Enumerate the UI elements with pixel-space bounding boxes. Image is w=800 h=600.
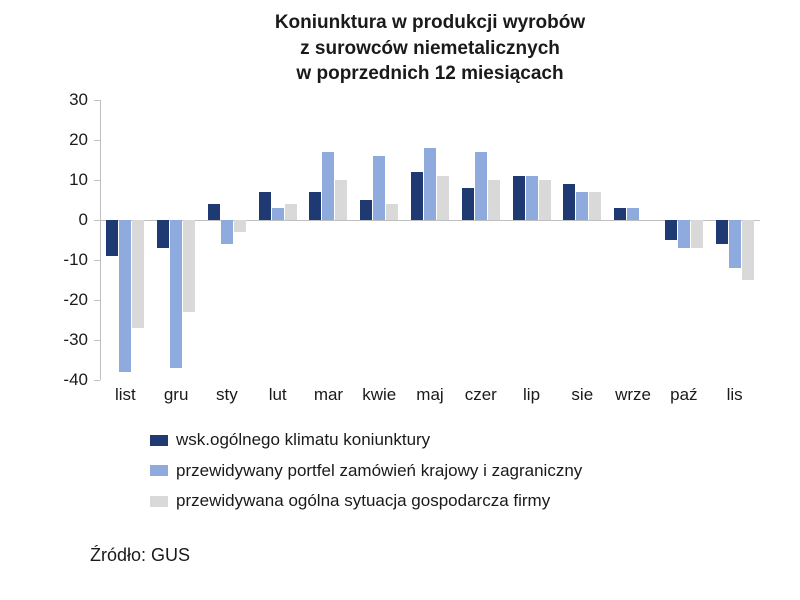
bar — [437, 176, 449, 220]
x-axis-label: list — [115, 385, 136, 405]
legend-item: przewidywany portfel zamówień krajowy i … — [150, 456, 582, 487]
x-axis-label: wrze — [615, 385, 651, 405]
x-axis-label: sty — [216, 385, 238, 405]
y-axis-label: -40 — [28, 370, 88, 390]
bar — [234, 220, 246, 232]
bar — [691, 220, 703, 248]
chart-title: Koniunktura w produkcji wyrobów z surowc… — [30, 10, 770, 87]
legend-swatch — [150, 435, 168, 446]
bar — [309, 192, 321, 220]
bar — [170, 220, 182, 368]
bar — [285, 204, 297, 220]
x-axis-label: lut — [269, 385, 287, 405]
y-axis-label: -10 — [28, 250, 88, 270]
y-tick — [94, 220, 100, 221]
bar — [539, 180, 551, 220]
bar — [221, 220, 233, 244]
bar — [360, 200, 372, 220]
plot-area: 3020100-10-20-30-40listgrustylutmarkwiem… — [100, 100, 760, 380]
bar — [373, 156, 385, 220]
y-axis-label: 0 — [28, 210, 88, 230]
bar — [157, 220, 169, 248]
y-axis-label: -30 — [28, 330, 88, 350]
bar — [589, 192, 601, 220]
bar — [576, 192, 588, 220]
bar — [424, 148, 436, 220]
legend-item: wsk.ogólnego klimatu koniunktury — [150, 425, 582, 456]
bar — [259, 192, 271, 220]
bar — [183, 220, 195, 312]
bar — [272, 208, 284, 220]
bar — [526, 176, 538, 220]
x-axis-label: lis — [727, 385, 743, 405]
legend-label: przewidywany portfel zamówień krajowy i … — [176, 456, 582, 487]
legend: wsk.ogólnego klimatu koniunkturyprzewidy… — [150, 425, 582, 517]
y-tick — [94, 300, 100, 301]
legend-swatch — [150, 496, 168, 507]
bar — [563, 184, 575, 220]
title-line-1: Koniunktura w produkcji wyrobów — [90, 10, 770, 36]
title-line-2: z surowców niemetalicznych — [90, 36, 770, 62]
legend-swatch — [150, 465, 168, 476]
bar — [322, 152, 334, 220]
bar — [716, 220, 728, 244]
x-axis-label: mar — [314, 385, 343, 405]
bar — [742, 220, 754, 280]
x-axis-label: lip — [523, 385, 540, 405]
y-axis-label: 30 — [28, 90, 88, 110]
bar — [208, 204, 220, 220]
x-axis-line — [100, 220, 760, 221]
bar — [132, 220, 144, 328]
y-tick — [94, 260, 100, 261]
x-axis-label: czer — [465, 385, 497, 405]
legend-label: przewidywana ogólna sytuacja gospodarcza… — [176, 486, 550, 517]
y-axis-label: 10 — [28, 170, 88, 190]
y-axis-label: -20 — [28, 290, 88, 310]
y-tick — [94, 100, 100, 101]
x-axis-label: paź — [670, 385, 697, 405]
bar — [411, 172, 423, 220]
y-tick — [94, 180, 100, 181]
bar — [335, 180, 347, 220]
x-axis-label: sie — [571, 385, 593, 405]
bar — [665, 220, 677, 240]
bar — [462, 188, 474, 220]
bar — [513, 176, 525, 220]
x-axis-label: gru — [164, 385, 189, 405]
y-tick — [94, 140, 100, 141]
y-axis-line — [100, 100, 101, 380]
bar — [119, 220, 131, 372]
y-tick — [94, 380, 100, 381]
legend-label: wsk.ogólnego klimatu koniunktury — [176, 425, 430, 456]
x-axis-label: kwie — [362, 385, 396, 405]
bar — [729, 220, 741, 268]
title-line-3: w poprzednich 12 miesiącach — [90, 61, 770, 87]
bar — [614, 208, 626, 220]
bar — [678, 220, 690, 248]
bar — [488, 180, 500, 220]
x-axis-label: maj — [416, 385, 443, 405]
bar — [386, 204, 398, 220]
y-tick — [94, 340, 100, 341]
bar — [627, 208, 639, 220]
source-label: Źródło: GUS — [90, 545, 190, 566]
chart-container: Koniunktura w produkcji wyrobów z surowc… — [30, 10, 770, 400]
y-axis-label: 20 — [28, 130, 88, 150]
bar — [106, 220, 118, 256]
legend-item: przewidywana ogólna sytuacja gospodarcza… — [150, 486, 582, 517]
bar — [475, 152, 487, 220]
